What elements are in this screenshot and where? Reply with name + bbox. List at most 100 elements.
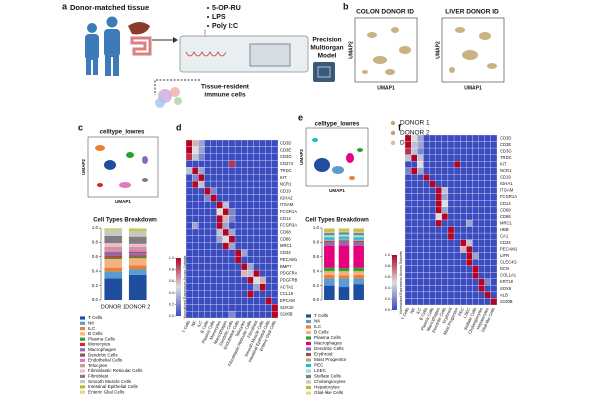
heatmap-cell <box>411 147 418 155</box>
colorbar-tick-label: 0.4 <box>169 291 174 295</box>
row-label: CD3E <box>280 147 291 152</box>
heatmap-cell <box>222 228 230 236</box>
heatmap-cell <box>417 291 424 299</box>
heatmap-cell <box>423 265 430 273</box>
heatmap-cell <box>429 154 436 162</box>
colorbar-tick-label: 0.2 <box>169 302 174 306</box>
heatmap-cell <box>411 219 418 227</box>
heatmap-cell <box>228 276 236 284</box>
row-label: MRC1 <box>280 243 293 248</box>
bar-segment <box>128 249 147 252</box>
heatmap-cell <box>259 215 266 223</box>
heatmap-cell <box>192 174 199 182</box>
heatmap-cell <box>411 167 418 175</box>
heatmap-cell <box>234 194 242 202</box>
heatmap-cell <box>185 249 193 257</box>
heatmap-cell <box>228 208 236 216</box>
heatmap-cell <box>210 215 217 223</box>
heatmap-cell <box>404 200 412 208</box>
heatmap-cell <box>271 297 279 305</box>
heatmap-cell <box>228 160 236 168</box>
heatmap-cell <box>222 311 230 319</box>
heatmap-cell <box>210 160 217 168</box>
chart-title: Cell Types Breakdown <box>93 218 157 224</box>
heatmap-cell <box>241 215 248 223</box>
row-label: CD86 <box>280 236 291 241</box>
heatmap-cell <box>222 146 230 154</box>
heatmap-cell <box>228 167 236 175</box>
legend-swatch <box>306 352 311 357</box>
heatmap-cell <box>435 285 442 293</box>
legend-label: Plasma Cells <box>314 335 342 340</box>
heatmap-cell <box>411 272 418 279</box>
heatmap-cell <box>216 269 223 278</box>
heatmap-cell <box>259 304 266 312</box>
legend-swatch <box>390 120 396 126</box>
bar-segment <box>324 274 335 279</box>
heatmap-cell <box>216 222 223 230</box>
legend-swatch <box>80 364 85 368</box>
heatmap-cell <box>417 161 424 168</box>
heatmap-cell <box>441 246 449 253</box>
heatmap-cell <box>198 311 205 319</box>
heatmap-cell <box>253 276 260 284</box>
heatmap-cell <box>210 249 217 257</box>
y-tick-label: 0.4 <box>92 268 99 273</box>
heatmap-cell <box>253 290 260 298</box>
heatmap-cell <box>460 298 467 306</box>
heatmap-cell <box>460 239 467 247</box>
heatmap-cell <box>441 291 449 299</box>
heatmap-cell <box>210 235 217 243</box>
heatmap-cell <box>466 232 473 240</box>
y-tick-label: 0.6 <box>92 254 99 259</box>
legend-swatch <box>306 358 311 362</box>
heatmap-cell <box>429 193 436 201</box>
heatmap-cell <box>222 235 230 243</box>
heatmap-cell <box>417 167 424 175</box>
heatmap-cell <box>216 304 223 312</box>
heatmap-cell <box>216 297 223 305</box>
umap-points <box>362 27 497 75</box>
heatmap-cell <box>484 200 491 208</box>
heatmap-cell <box>411 278 418 286</box>
heatmap-cell <box>423 291 430 299</box>
heatmap-cell <box>185 208 193 216</box>
heatmap-cell <box>411 174 418 181</box>
heatmap-cell <box>478 147 485 155</box>
axis-label: UMAP2 <box>435 41 441 59</box>
chart-title: Cell Types Breakdown <box>305 218 369 224</box>
heatmap-cell <box>490 167 498 175</box>
heatmap-cell <box>490 154 498 162</box>
heatmap-cell <box>453 134 461 142</box>
heatmap-cell <box>228 235 236 243</box>
heatmap-cell <box>192 215 199 223</box>
legend-label: DONOR 2 <box>400 130 430 137</box>
heatmap-cell <box>222 304 230 312</box>
heatmap-cell <box>198 139 205 147</box>
heatmap-cell <box>417 200 424 208</box>
heatmap-cell <box>460 147 467 155</box>
column-label: T Cells <box>181 320 191 334</box>
heatmap-cell <box>204 201 211 209</box>
heatmap-cell <box>259 146 266 154</box>
row-label: CD3E <box>500 142 511 147</box>
heatmap-cell <box>411 141 418 149</box>
legend-swatch <box>306 385 311 390</box>
heatmap-cell <box>490 141 498 149</box>
heatmap-cell <box>417 154 424 162</box>
row-label: ITGAM <box>280 202 294 207</box>
heatmap-cell <box>466 167 473 175</box>
heatmap-cell <box>198 276 205 284</box>
heatmap-cell <box>192 180 199 189</box>
bar-segment <box>104 243 123 247</box>
heatmap-cell <box>429 232 436 240</box>
heatmap-cell <box>234 256 242 264</box>
heatmap-cell <box>247 263 254 271</box>
heatmap-cell <box>234 304 242 312</box>
heatmap-cell <box>411 239 418 247</box>
heatmap-cell <box>265 146 272 154</box>
colorbar <box>392 255 397 310</box>
heatmap-cell <box>247 139 254 147</box>
heatmap-cell <box>423 213 430 221</box>
heatmap-cell <box>447 226 455 234</box>
